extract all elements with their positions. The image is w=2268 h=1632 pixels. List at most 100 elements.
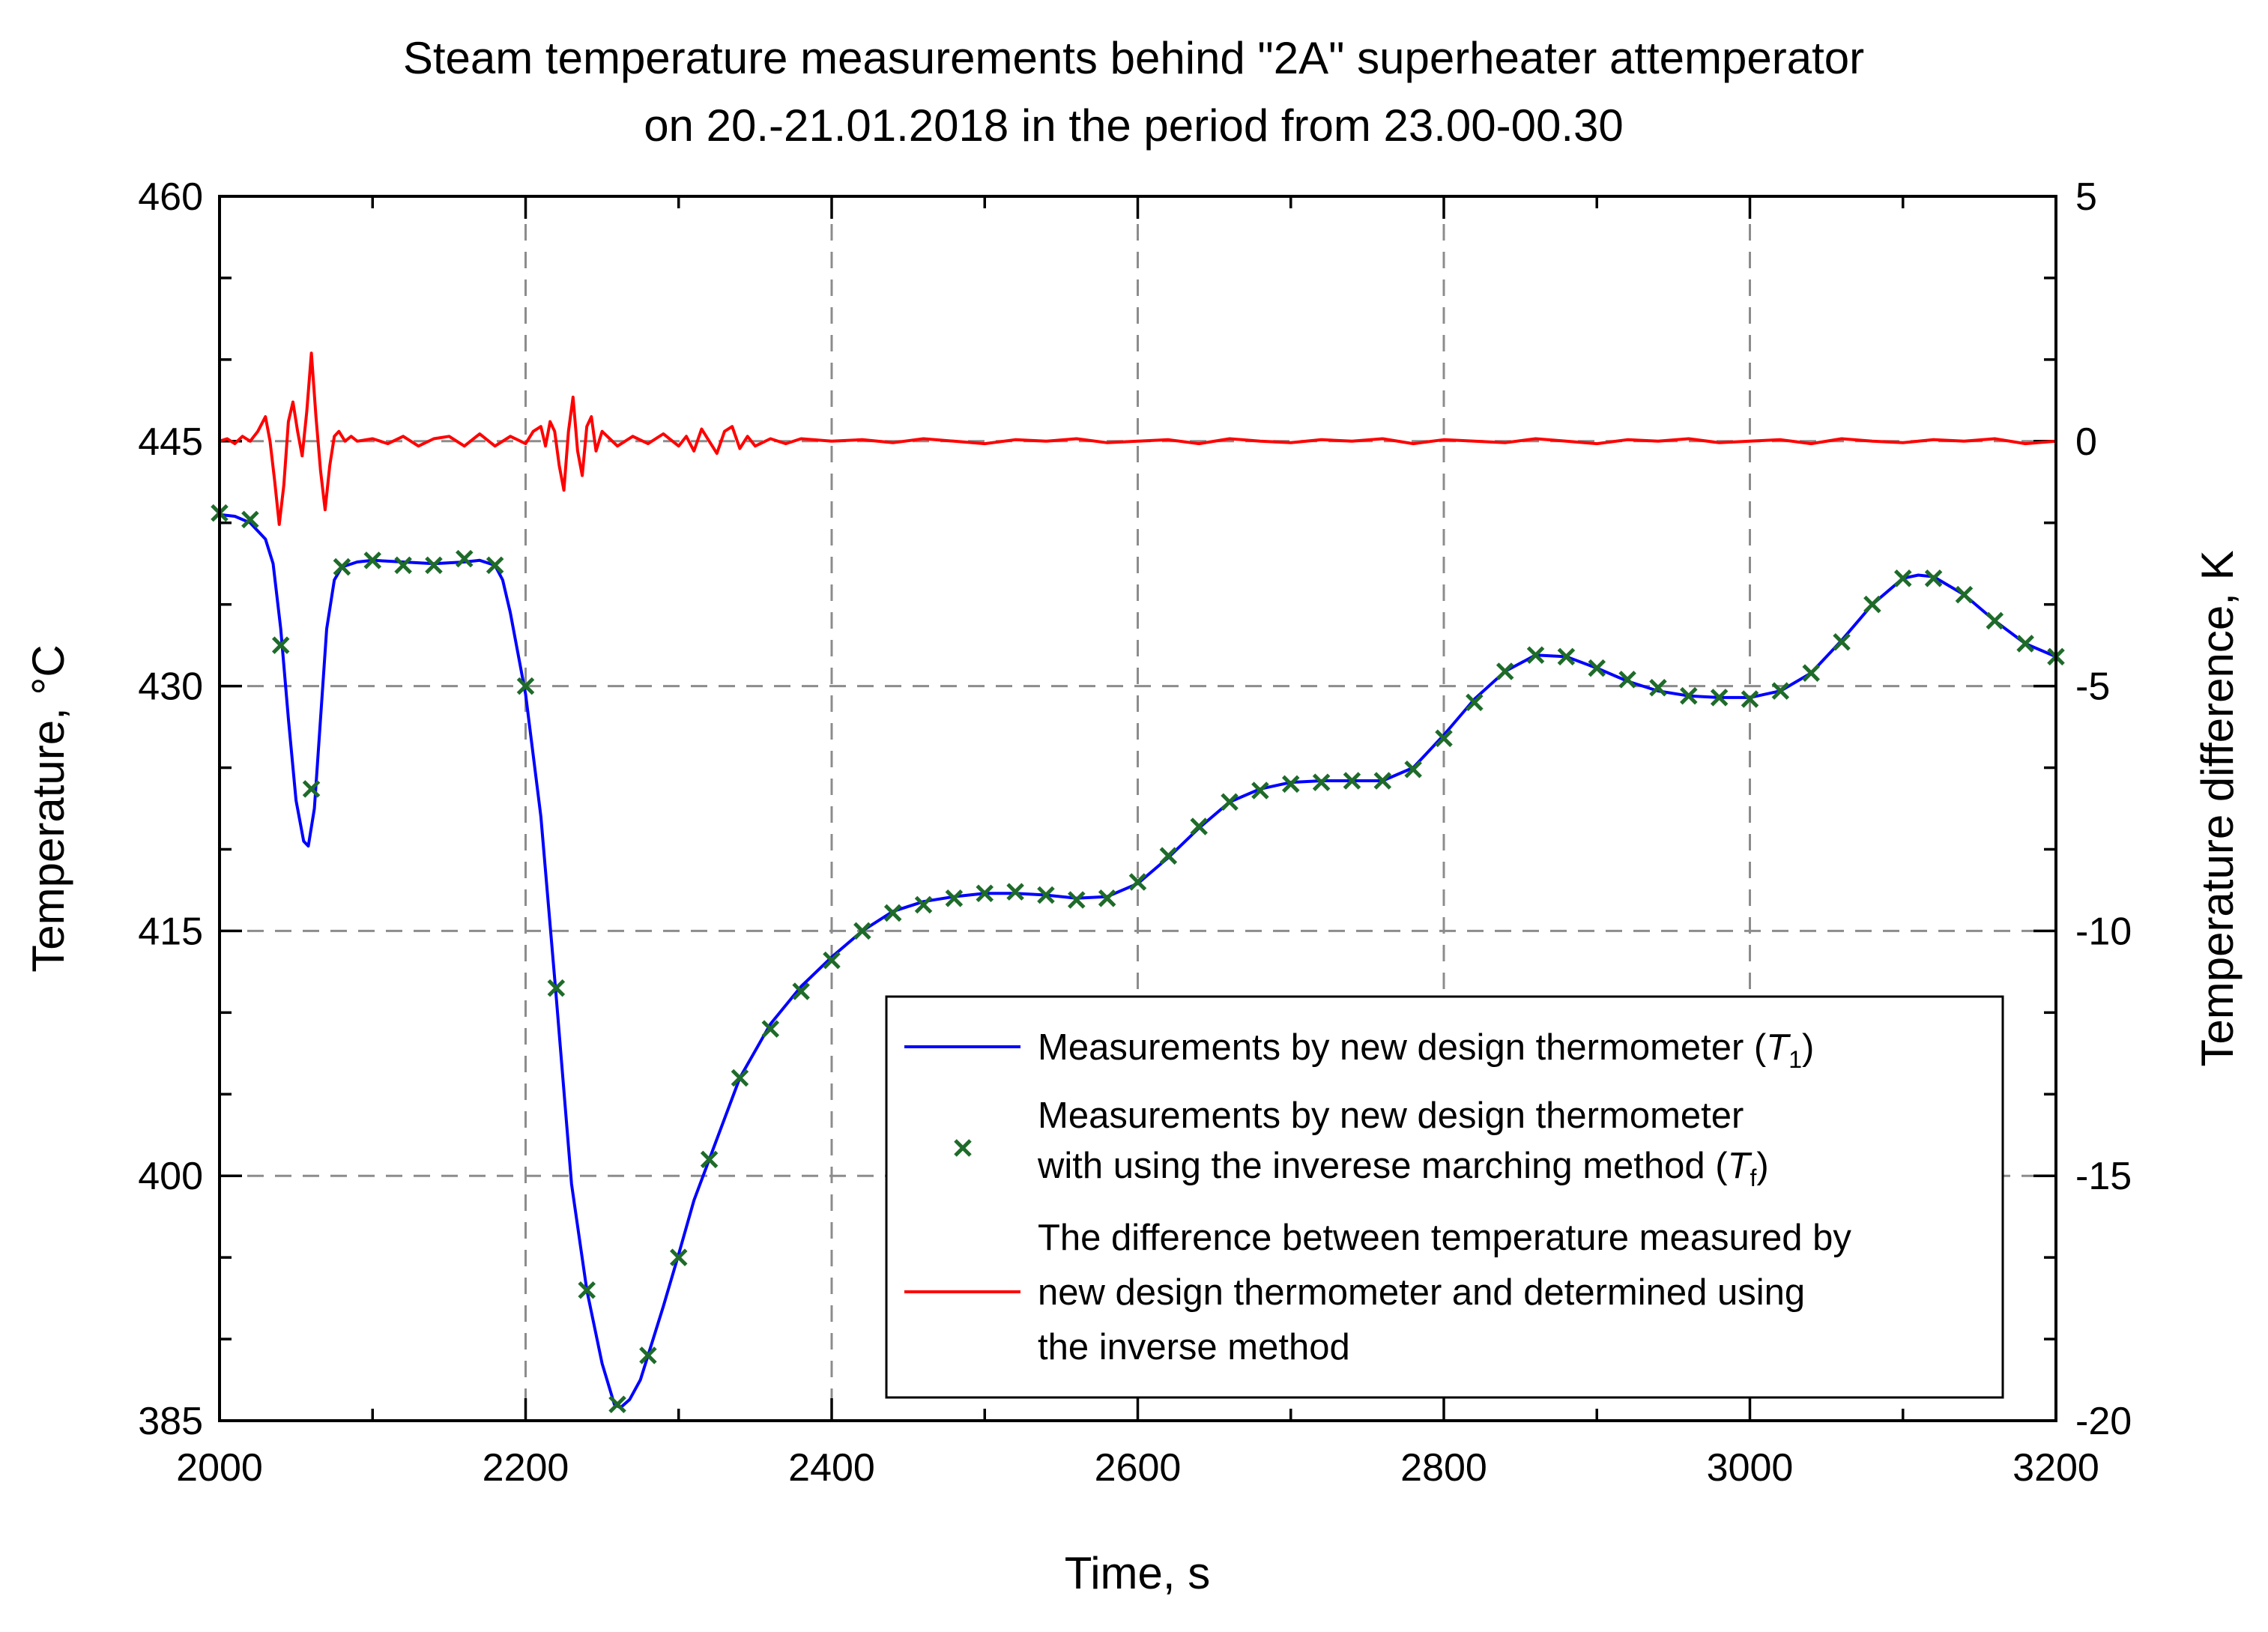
tf-marker-2320-stroke-b: [700, 1150, 719, 1169]
tf-marker-2820: [1466, 693, 1484, 712]
tf-marker-2120-stroke-b: [394, 556, 412, 575]
tf-marker-2060: [302, 780, 321, 798]
tf-marker-2140: [425, 556, 443, 575]
tf-marker-2740-stroke-b: [1343, 772, 1361, 790]
tf-marker-3020-stroke-b: [1771, 682, 1790, 700]
tf-marker-2340: [731, 1069, 749, 1087]
tf-marker-2340-stroke-b: [731, 1069, 749, 1087]
tf-marker-3000-stroke-b: [1741, 690, 1759, 708]
x-tick-label-2800: 2800: [1400, 1446, 1487, 1490]
tf-marker-3040-stroke-b: [1802, 664, 1820, 682]
tf-marker-2220: [547, 979, 566, 997]
title-line-2: on 20.-21.01.2018 in the period from 23.…: [644, 100, 1624, 151]
tf-marker-2720: [1312, 773, 1331, 791]
tf-marker-2040-stroke-b: [271, 636, 290, 654]
tf-marker-2300: [669, 1248, 688, 1266]
tf-marker-2660: [1221, 793, 1239, 812]
tf-marker-2620: [1159, 847, 1178, 865]
y-left-tick-label-445: 445: [138, 420, 203, 464]
y-left-tick-label-415: 415: [138, 910, 203, 953]
x-axis-title: Time, s: [1065, 1548, 1210, 1598]
tf-marker-2360: [761, 1020, 780, 1038]
legend-tf-x-stroke-b: [954, 1139, 972, 1157]
tf-marker-2380: [792, 982, 810, 1000]
tf-marker-2220-stroke-b: [547, 979, 566, 997]
legend-tf-x: [954, 1139, 972, 1157]
tf-marker-3080: [1863, 595, 1881, 614]
tf-marker-2940-stroke-b: [1649, 679, 1667, 697]
tf-marker-2140-stroke-b: [425, 556, 443, 575]
x-tick-label-2200: 2200: [483, 1446, 569, 1490]
y-right-tick-label--10: -10: [2075, 910, 2132, 953]
y-axis-title-left: Temperature, °C: [23, 644, 73, 973]
tf-marker-3080-stroke-b: [1863, 595, 1881, 614]
legend-label-t1: Measurements by new design thermometer (…: [1038, 1027, 1814, 1073]
tf-marker-2600-stroke-b: [1128, 873, 1147, 891]
tf-marker-3060: [1833, 633, 1851, 651]
tf-marker-2160: [456, 549, 474, 568]
tf-marker-2060-stroke-b: [302, 780, 321, 798]
tf-marker-2480: [945, 889, 964, 907]
x-tick-label-2400: 2400: [788, 1446, 875, 1490]
legend-label-tf-line-2: with using the inverese marching method …: [1037, 1146, 1769, 1191]
y-right-tick-label--15: -15: [2075, 1155, 2132, 1198]
legend-tf-symbol: T: [1728, 1146, 1753, 1186]
legend-box: [885, 995, 2004, 1399]
legend-label-diff-line-2: new design thermometer and determined us…: [1038, 1272, 1805, 1313]
tf-marker-2520-stroke-b: [1006, 883, 1024, 901]
tf-marker-2520: [1006, 883, 1024, 901]
tf-marker-2500: [976, 884, 994, 903]
tf-marker-3140: [1955, 585, 1974, 604]
tf-marker-2040: [271, 636, 290, 654]
tf-marker-2240-stroke-b: [578, 1281, 596, 1299]
tf-marker-2920-stroke-b: [1618, 671, 1636, 689]
tf-marker-2680-stroke-b: [1251, 782, 1269, 800]
title-line-1: Steam temperature measurements behind "2…: [403, 33, 1864, 83]
tf-marker-2660-stroke-b: [1221, 793, 1239, 812]
legend-label-diff-line-3: the inverse method: [1038, 1327, 1350, 1367]
tf-marker-2580: [1098, 889, 1116, 907]
plot-frame: [218, 195, 2057, 1422]
y-left-tick-label-385: 385: [138, 1400, 203, 1443]
tick-labels: 2000 2200 2400 2600 2800 3000 3200 385 400 415 430…: [138, 175, 2132, 1490]
tf-marker-2460: [914, 895, 933, 914]
tf-marker-3000: [1741, 690, 1759, 708]
tf-marker-2540-stroke-b: [1037, 886, 1055, 904]
legend-tf-subscript: f: [1750, 1164, 1757, 1191]
x-tick-label-2000: 2000: [176, 1446, 263, 1490]
tf-marker-2940: [1649, 679, 1667, 697]
legend-t1-symbol: T: [1766, 1027, 1791, 1068]
tf-marker-2900: [1588, 659, 1606, 677]
tf-marker-2720-stroke-b: [1312, 773, 1331, 791]
tf-marker-2600: [1128, 873, 1147, 891]
tf-marker-2640: [1190, 817, 1208, 835]
tf-marker-2820-stroke-b: [1466, 693, 1484, 712]
tf-marker-2860-stroke-b: [1526, 646, 1545, 664]
tf-marker-2440: [883, 904, 902, 922]
y-right-tick-label-0: 0: [2075, 420, 2097, 464]
y-right-tick-label-5: 5: [2075, 175, 2097, 219]
x-tick-label-3000: 3000: [1707, 1446, 1794, 1490]
tf-marker-3100: [1893, 569, 1912, 587]
tf-marker-2020: [241, 510, 259, 529]
tf-marker-2760: [1373, 772, 1392, 790]
tf-marker-2560: [1068, 891, 1086, 909]
tf-marker-3100-stroke-b: [1893, 569, 1912, 587]
legend-swatch-tf: [954, 1139, 972, 1157]
tf-marker-2020-stroke-b: [241, 510, 259, 529]
tf-marker-2080-stroke-b: [333, 557, 351, 576]
tf-marker-2780-stroke-b: [1404, 760, 1422, 779]
tf-marker-3060-stroke-b: [1833, 633, 1851, 651]
tf-marker-2960: [1680, 686, 1698, 705]
tf-marker-2500-stroke-b: [976, 884, 994, 903]
tf-marker-3120: [1924, 569, 1943, 587]
tf-marker-3120-stroke-b: [1924, 569, 1943, 587]
tf-marker-2260: [608, 1395, 626, 1413]
tf-marker-2980-stroke-b: [1710, 689, 1729, 707]
tf-marker-3180-stroke-b: [2016, 635, 2034, 653]
tf-marker-2840-stroke-b: [1496, 662, 1514, 680]
legend: Measurements by new design thermometer (…: [885, 995, 2004, 1399]
plot-series: [211, 351, 2065, 1413]
tf-marker-2180-stroke-b: [486, 556, 504, 575]
